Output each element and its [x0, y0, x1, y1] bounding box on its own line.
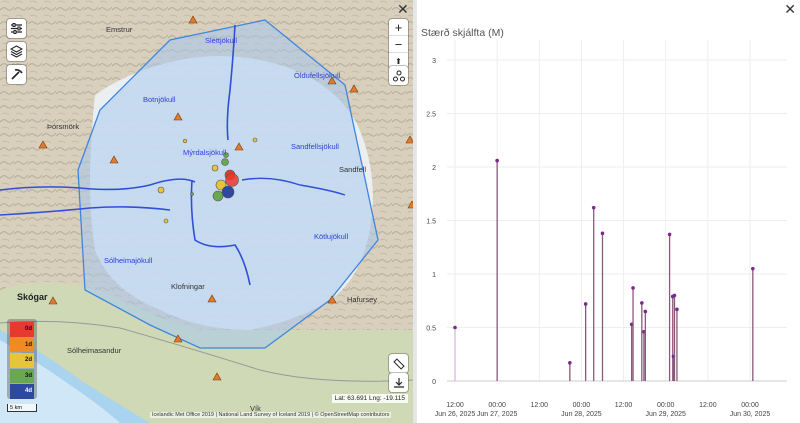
- stem-point: [495, 158, 499, 163]
- x-tick-date-label: Jun 27, 2025: [477, 411, 518, 418]
- map-panel[interactable]: Emstrur Þórsmörk Skógar Sólheimasandur K…: [0, 0, 413, 423]
- close-icon[interactable]: ✕: [397, 1, 409, 17]
- stem-point: [600, 231, 605, 236]
- place-label-hafursey: Hafursey: [347, 295, 378, 304]
- place-label-skogar: Skógar: [17, 292, 48, 302]
- y-tick-label: 1: [432, 272, 436, 279]
- glacier-label-solheimajokull: Sólheimajökull: [104, 256, 153, 265]
- legend-item-1d: 1d: [10, 337, 34, 352]
- x-tick-label: 00:00: [657, 402, 675, 409]
- map-left-controls: [7, 19, 26, 84]
- network-icon: [392, 70, 405, 81]
- stem-point: [583, 302, 588, 306]
- zoom-controls: + − ⬆: [389, 19, 408, 69]
- y-tick-label: 2: [432, 165, 436, 172]
- y-tick-label: 0.5: [426, 326, 436, 333]
- stem-point: [453, 325, 457, 330]
- x-tick-label: 12:00: [446, 402, 464, 409]
- y-tick-label: 1.5: [426, 219, 436, 226]
- x-tick-label: 12:00: [531, 402, 549, 409]
- place-label-sandfell: Sandfell: [339, 165, 367, 174]
- stem-point: [672, 293, 677, 298]
- stem-point: [591, 205, 596, 210]
- sliders-icon: [11, 23, 22, 34]
- stem-point: [631, 286, 635, 290]
- download-icon: [393, 377, 404, 388]
- stem-point: [675, 307, 679, 312]
- stem-point: [568, 361, 572, 365]
- panel-divider[interactable]: [413, 0, 417, 423]
- x-tick-label: 00:00: [488, 402, 506, 409]
- map-canvas[interactable]: [0, 0, 413, 423]
- chart-canvas: 0 0.5 1 1.5 2 2.5 3 12:00 Jun 26, 2025 00:00 Jun 2…: [426, 40, 787, 418]
- layers-icon: [10, 45, 23, 58]
- legend-item-3d: 3d: [10, 368, 34, 383]
- layers-button[interactable]: [7, 42, 26, 61]
- zoom-out-button[interactable]: −: [389, 36, 408, 53]
- ruler-icon: [392, 357, 405, 370]
- x-tick-label: 00:00: [741, 402, 759, 409]
- filter-sliders-button[interactable]: [7, 19, 26, 38]
- glacier-label-kotlujokull: Kötlujökull: [314, 232, 349, 241]
- network-button[interactable]: [389, 66, 408, 85]
- draw-tool-button[interactable]: [7, 65, 26, 84]
- legend-item-2d: 2d: [10, 353, 34, 368]
- stem-point: [751, 266, 755, 271]
- stem-point: [643, 309, 648, 314]
- latlng-readout: Lat: 63.691 Lng: -19.115: [331, 394, 408, 403]
- age-legend: 0d 1d 2d 3d 4d: [7, 319, 37, 399]
- place-label-emstrur: Emstrur: [106, 25, 133, 34]
- glacier-label-sandfellsjokull: Sandfellsjökull: [291, 142, 339, 151]
- download-button[interactable]: [389, 373, 408, 392]
- compass-button[interactable]: ⬆: [395, 56, 402, 66]
- scale-bar: 5 km: [7, 404, 37, 412]
- y-tick-label: 0: [432, 379, 436, 386]
- pickaxe-icon: [11, 69, 23, 80]
- glacier-label-oldufellsjokull: Öldufellsjökull: [294, 71, 341, 80]
- place-label-thorsmork: Þórsmörk: [47, 122, 80, 131]
- place-label-klofningar: Klofningar: [171, 282, 205, 291]
- zoom-in-button[interactable]: +: [389, 19, 408, 36]
- glacier-label-botnjokull: Botnjökull: [143, 95, 176, 104]
- chart-title: Stærð skjálfta (M): [421, 27, 504, 39]
- x-tick-date-label: Jun 29, 2025: [645, 411, 686, 418]
- y-tick-label: 3: [432, 58, 436, 65]
- chart-panel: Stærð skjálfta (M) ✕ 0 0.5 1 1.5 2 2.5 3 12:00 J…: [417, 0, 800, 423]
- x-tick-date-label: Jun 30, 2025: [730, 411, 771, 418]
- y-tick-label: 2.5: [426, 112, 436, 119]
- glacier-label-myrdalsjokull: Mýrdalsjökull: [183, 148, 227, 157]
- legend-item-0d: 0d: [10, 322, 34, 337]
- x-tick-label: 12:00: [699, 402, 717, 409]
- x-tick-date-label: Jun 26, 2025: [435, 411, 476, 418]
- stem-point: [667, 232, 672, 237]
- x-tick-date-label: Jun 28, 2025: [561, 411, 602, 418]
- map-attribution: Icelandic Met Office 2019 | National Lan…: [150, 412, 392, 418]
- glacier-label-sletjokull: Sléttjökull: [205, 36, 238, 45]
- legend-item-4d: 4d: [10, 384, 34, 399]
- x-tick-label: 12:00: [615, 402, 633, 409]
- x-tick-label: 00:00: [573, 402, 591, 409]
- measure-button[interactable]: [389, 354, 408, 373]
- place-label-solheimasandur: Sólheimasandur: [67, 346, 122, 355]
- close-chart-icon[interactable]: ✕: [784, 1, 796, 17]
- stem-point: [640, 301, 644, 305]
- place-label-vik: Vík: [250, 404, 261, 413]
